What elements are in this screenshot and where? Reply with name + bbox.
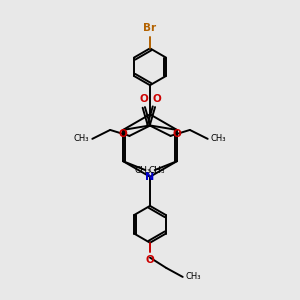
Text: O: O (173, 129, 182, 140)
Text: Br: Br (143, 23, 157, 34)
Text: O: O (146, 255, 154, 265)
Text: O: O (118, 129, 127, 140)
Text: O: O (152, 94, 161, 104)
Text: CH₃: CH₃ (186, 272, 201, 281)
Text: CH₃: CH₃ (211, 134, 226, 143)
Text: CH₃: CH₃ (149, 166, 166, 175)
Text: CH₃: CH₃ (134, 166, 151, 175)
Text: N: N (146, 172, 154, 182)
Text: CH₃: CH₃ (74, 134, 89, 143)
Text: O: O (139, 94, 148, 104)
